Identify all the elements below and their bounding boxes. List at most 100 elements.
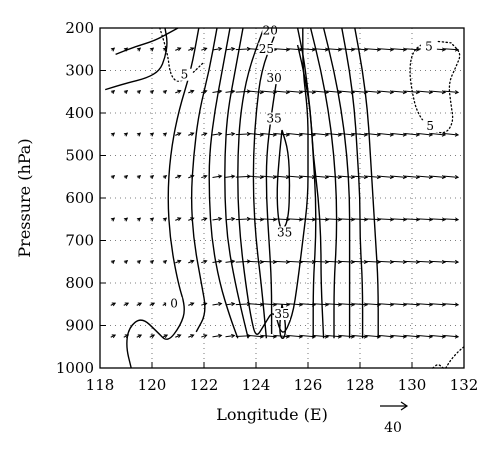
wind-vector: [235, 48, 251, 51]
wind-vector-head: [324, 132, 330, 137]
wind-vector-head: [150, 302, 156, 307]
wind-vector: [274, 90, 290, 93]
wind-vector: [261, 303, 277, 306]
wind-vector: [201, 47, 207, 51]
wind-vector-field: [110, 46, 460, 339]
wind-vector: [225, 175, 235, 178]
wind-vector-head: [376, 90, 382, 95]
wind-vector-head: [190, 334, 195, 339]
wind-vector: [212, 217, 222, 221]
wind-vector-head: [272, 175, 278, 180]
contour-label-bg: [266, 72, 283, 85]
wind-vector-head: [454, 132, 460, 137]
wind-vector: [339, 133, 355, 136]
wind-vector-head: [337, 334, 343, 339]
wind-vector-head: [324, 302, 330, 307]
wind-vector-head: [218, 216, 223, 222]
wind-vector: [391, 218, 407, 221]
contour-line-35: [276, 129, 291, 230]
wind-vector-head: [428, 175, 434, 180]
wind-vector-head: [389, 132, 395, 137]
wind-vector: [313, 334, 329, 338]
wind-vector: [339, 303, 355, 306]
wind-vector: [274, 48, 290, 51]
wind-vector: [175, 260, 181, 264]
wind-vector-head: [389, 259, 395, 265]
wind-vector-head: [337, 217, 343, 222]
contour-label: 5: [426, 119, 434, 133]
wind-vector: [235, 133, 251, 136]
wind-vector-head: [203, 259, 208, 264]
wind-vector: [378, 133, 394, 136]
wind-vector-head: [324, 259, 330, 265]
wind-vector: [443, 303, 459, 306]
wind-vector: [188, 90, 194, 94]
wind-vector: [300, 218, 316, 221]
wind-vector: [313, 133, 329, 136]
wind-vector-head: [190, 47, 195, 52]
wind-vector: [339, 48, 355, 51]
y-tick-label: 800: [65, 274, 94, 292]
wind-vector-head: [272, 217, 278, 222]
wind-vector-head: [454, 302, 460, 307]
wind-vector-head: [389, 90, 395, 95]
wind-vector-head: [350, 259, 356, 265]
y-tick-label: 900: [65, 317, 94, 335]
wind-vector-head: [136, 175, 142, 180]
wind-vector: [326, 90, 342, 93]
contour-lines: [104, 27, 465, 369]
wind-vector-head: [311, 132, 317, 137]
contour-line-0: [104, 27, 168, 91]
wind-vector: [417, 260, 433, 263]
wind-vector: [225, 303, 235, 306]
contour-label: 0: [170, 296, 178, 310]
wind-vector-head: [428, 259, 434, 265]
wind-vector-head: [177, 174, 182, 179]
contour-line-15: [309, 27, 338, 339]
wind-vector: [391, 334, 407, 338]
wind-vector: [188, 302, 194, 306]
x-tick-label: 126: [294, 376, 323, 394]
wind-vector-head: [402, 175, 408, 180]
contour-label-bg: [274, 308, 290, 320]
wind-vector-head: [415, 175, 421, 180]
x-tick-labels: 118 120 122 124 126 128 130 132: [86, 376, 479, 394]
wind-vector: [352, 334, 368, 338]
wind-vector: [175, 90, 181, 94]
x-tick-label: 122: [190, 376, 219, 394]
wind-vector: [188, 47, 194, 51]
wind-vector-head: [285, 259, 291, 265]
wind-vector-head: [454, 90, 460, 95]
wind-vector-head: [259, 132, 265, 137]
wind-vector-head: [218, 174, 223, 179]
wind-vector: [212, 47, 222, 51]
wind-vector-head: [177, 217, 182, 222]
wind-vector: [212, 334, 222, 338]
wind-vector-head: [337, 259, 343, 265]
wind-vector-head: [162, 175, 168, 180]
wind-vector: [365, 48, 381, 51]
wind-vector: [274, 334, 290, 338]
wind-vector: [287, 175, 303, 178]
wind-vector-head: [231, 259, 236, 264]
contour-label-bg: [176, 68, 193, 81]
wind-vector-head: [231, 301, 236, 307]
wind-vector: [261, 90, 277, 93]
wind-vector: [225, 90, 235, 93]
wind-vector: [225, 218, 235, 221]
wind-vector-head: [402, 217, 408, 222]
wind-vector-head: [218, 259, 223, 264]
wind-vector: [287, 133, 303, 136]
wind-vector: [404, 48, 420, 51]
wind-vector: [378, 48, 394, 51]
wind-vector: [248, 175, 264, 178]
y-tick-label: 1000: [56, 359, 94, 377]
wind-vector-head: [124, 302, 130, 307]
wind-vector-head: [389, 217, 395, 222]
wind-vector-head: [259, 90, 265, 95]
wind-vector: [404, 303, 420, 306]
wind-vector: [175, 132, 181, 136]
contour-line-5: [409, 40, 461, 134]
wind-vector: [365, 133, 381, 136]
wind-vector: [261, 218, 277, 221]
